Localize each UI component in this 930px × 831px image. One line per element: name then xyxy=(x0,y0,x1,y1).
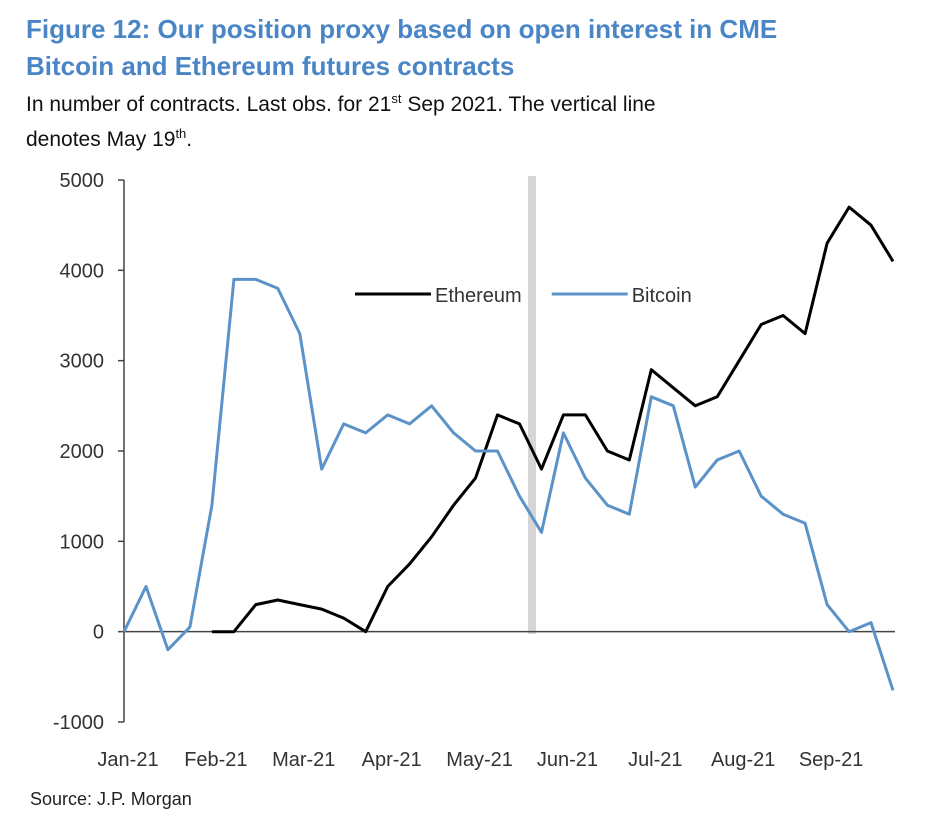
subtitle-part: denotes May 19 xyxy=(26,128,175,151)
y-tick-label: 2000 xyxy=(60,441,105,463)
y-tick-label: 0 xyxy=(93,622,104,644)
x-tick-label: Sep-21 xyxy=(799,749,864,771)
may-19-line xyxy=(528,176,536,634)
x-tick-label: Jan-21 xyxy=(97,749,158,771)
x-tick-label: Aug-21 xyxy=(711,749,776,771)
legend-label: Bitcoin xyxy=(632,285,692,307)
legend-label: Ethereum xyxy=(435,285,522,307)
subtitle-sup: th xyxy=(175,126,186,141)
x-tick-label: Mar-21 xyxy=(272,749,335,771)
subtitle-part: Sep 2021. The vertical line xyxy=(401,93,655,116)
x-tick-label: May-21 xyxy=(446,749,513,771)
x-tick-label: Apr-21 xyxy=(362,749,422,771)
y-tick-label: 1000 xyxy=(60,531,105,553)
series-line xyxy=(122,277,895,691)
series-line xyxy=(211,205,895,634)
chart-title: Bitcoin and Ethereum futures contracts xyxy=(26,51,514,81)
x-tick-label: Jun-21 xyxy=(537,749,598,771)
subtitle-part: In number of contracts. Last obs. for 21 xyxy=(26,93,391,116)
subtitle: In number of contracts. Last obs. for 21… xyxy=(26,91,656,116)
x-tick-label: Feb-21 xyxy=(184,749,247,771)
subtitle: denotes May 19th. xyxy=(26,126,192,151)
y-tick-label: 4000 xyxy=(60,260,105,282)
subtitle-sup: st xyxy=(391,91,402,106)
y-tick-label: 3000 xyxy=(60,351,105,373)
subtitle-part: . xyxy=(186,128,192,151)
chart-title: Figure 12: Our position proxy based on o… xyxy=(26,14,777,44)
y-tick-label: 5000 xyxy=(60,170,105,192)
x-tick-label: Jul-21 xyxy=(628,749,682,771)
source: Source: J.P. Morgan xyxy=(30,789,192,809)
y-tick-label: -1000 xyxy=(53,712,104,734)
